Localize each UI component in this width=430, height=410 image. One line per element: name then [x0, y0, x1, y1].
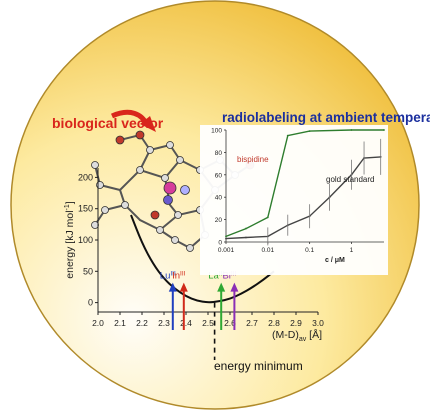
arrowhead-la	[217, 282, 226, 292]
data-point	[225, 235, 227, 238]
energy-y-tick-label: 200	[78, 172, 93, 182]
inset-x-tick-label: 0.01	[261, 247, 274, 254]
energy-curve	[130, 214, 275, 304]
inset-x-tick-label: 0.001	[218, 247, 235, 254]
energy-y-tick-label: 50	[83, 266, 93, 276]
arrowhead-lu	[168, 282, 177, 292]
chart-title: radiolabeling at ambient temperature	[222, 110, 430, 125]
energy-x-tick-label: 2.5	[202, 318, 214, 328]
energy-x-tick-label: 2.3	[158, 318, 170, 328]
inset-x-axis-label: c / μM	[325, 257, 345, 264]
arrow-label-lu: LuIII	[160, 271, 176, 282]
data-point	[383, 129, 385, 131]
legend-bispidine: bispidine	[237, 155, 269, 164]
energy-y-tick-label: 0	[88, 298, 93, 308]
energy-x-tick-label: 2.4	[180, 318, 192, 328]
inset-y-tick-label: 20	[215, 217, 223, 224]
arrowhead-in	[179, 282, 188, 292]
energy-x-tick-label: 2.6	[224, 318, 236, 328]
energy-x-tick-label: 2.0	[92, 318, 104, 328]
data-point	[266, 216, 269, 219]
arrow-label-in: InIII	[172, 271, 186, 282]
biological-vector-label: biological vector	[52, 115, 164, 131]
data-point	[286, 134, 289, 137]
data-point	[245, 227, 247, 230]
inset-y-tick-label: 60	[215, 172, 223, 179]
energy-x-axis-label: (M-D)av [Å]	[272, 328, 322, 343]
error-bars	[267, 138, 382, 246]
energy-y-axis-label: energy [kJ mol-1]	[64, 201, 76, 279]
inset-x-tick-label: 1	[350, 247, 354, 254]
arrowhead-bi	[230, 282, 239, 292]
inset-y-tick-label: 40	[215, 195, 223, 202]
inset-y-tick-label: 80	[215, 150, 223, 157]
inset-y-tick-label: 100	[211, 128, 222, 135]
data-point	[308, 130, 311, 133]
energy-x-tick-label: 2.8	[268, 318, 280, 328]
energy-y-tick-label: 100	[78, 235, 93, 245]
legend-gold-standard: gold standard	[326, 175, 374, 184]
inset-background	[200, 125, 388, 275]
inset-y-tick-label: 0	[218, 240, 222, 247]
energy-x-tick-label: 2.9	[290, 318, 302, 328]
energy-minimum-label: energy minimum	[214, 359, 303, 373]
vector-arrowhead	[140, 116, 156, 132]
inset-chart: 0 20 40 60 80 100 0.001 0.01 0.1 1 c / μM bispid…	[200, 125, 388, 275]
data-point	[225, 237, 227, 240]
energy-y-tick-label: 150	[78, 204, 93, 214]
inset-x-tick-label: 0.1	[305, 247, 314, 254]
data-point	[350, 129, 353, 131]
energy-x-tick-label: 2.2	[136, 318, 148, 328]
energy-x-tick-label: 3.0	[312, 318, 324, 328]
data-point	[245, 236, 247, 239]
energy-x-tick-label: 2.1	[114, 318, 126, 328]
energy-x-tick-label: 2.7	[246, 318, 258, 328]
